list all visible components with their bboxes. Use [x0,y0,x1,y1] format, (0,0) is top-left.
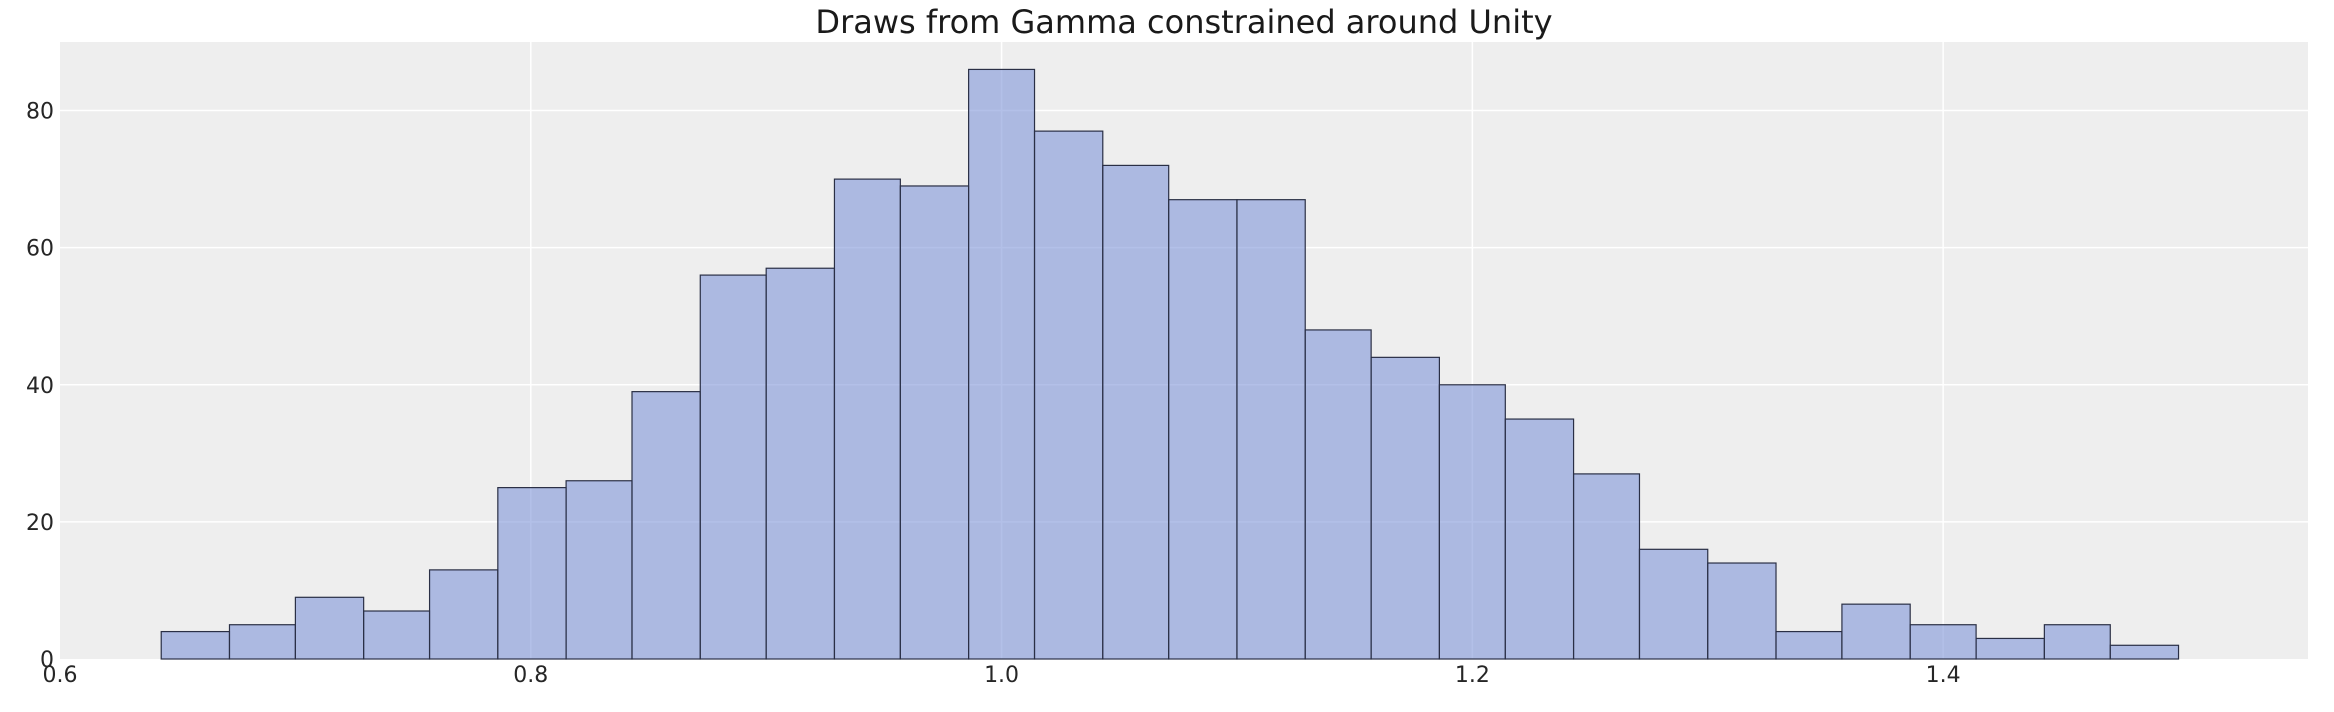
histogram-bar [2043,624,2111,660]
histogram-bar [1304,329,1372,660]
y-tick-label: 80 [26,100,54,125]
histogram-bar [833,178,901,660]
histogram-bar [1504,418,1575,660]
histogram-bar [1707,562,1777,660]
y-tick-label: 20 [26,511,54,536]
histogram-bar [160,630,231,660]
histogram-bars [160,68,2180,660]
histogram-bar [765,267,836,660]
x-tick-label: 0.8 [513,663,548,688]
y-axis-ticks: 0 20 40 60 80 [26,100,54,673]
histogram-bar [968,68,1036,660]
histogram-bar [631,391,701,660]
histogram-bar [1102,164,1170,660]
histogram-bar [2109,644,2180,660]
chart-title: Draws from Gamma constrained around Unit… [815,3,1552,41]
histogram-bar [565,480,633,660]
histogram-bar [228,624,296,660]
histogram-bar [497,487,567,660]
x-tick-label: 0.6 [43,663,78,688]
histogram-bar [1909,624,1977,660]
x-tick-label: 1.2 [1455,663,1490,688]
histogram-bar [699,274,767,660]
histogram-bar [428,569,499,660]
x-axis-ticks: 0.6 0.8 1.0 1.2 1.4 [43,663,1961,688]
histogram-bar [1975,637,2045,660]
y-tick-label: 60 [26,237,54,262]
histogram-bar [363,610,431,660]
histogram-bar [1370,356,1441,660]
histogram-bar [1638,548,1709,660]
histogram-bar [1168,199,1238,660]
histogram-bar [1841,603,1911,660]
histogram-bar [1236,199,1306,660]
y-tick-label: 40 [26,374,54,399]
x-tick-label: 1.4 [1926,663,1961,688]
histogram-bar [899,185,970,660]
histogram-bar [1775,630,1843,660]
histogram-bar [1033,130,1104,660]
histogram-bar [1572,473,1641,660]
histogram-bar [294,596,365,660]
y-tick-label: 0 [40,648,54,673]
x-tick-label: 1.0 [984,663,1019,688]
histogram-bar [1438,384,1506,660]
